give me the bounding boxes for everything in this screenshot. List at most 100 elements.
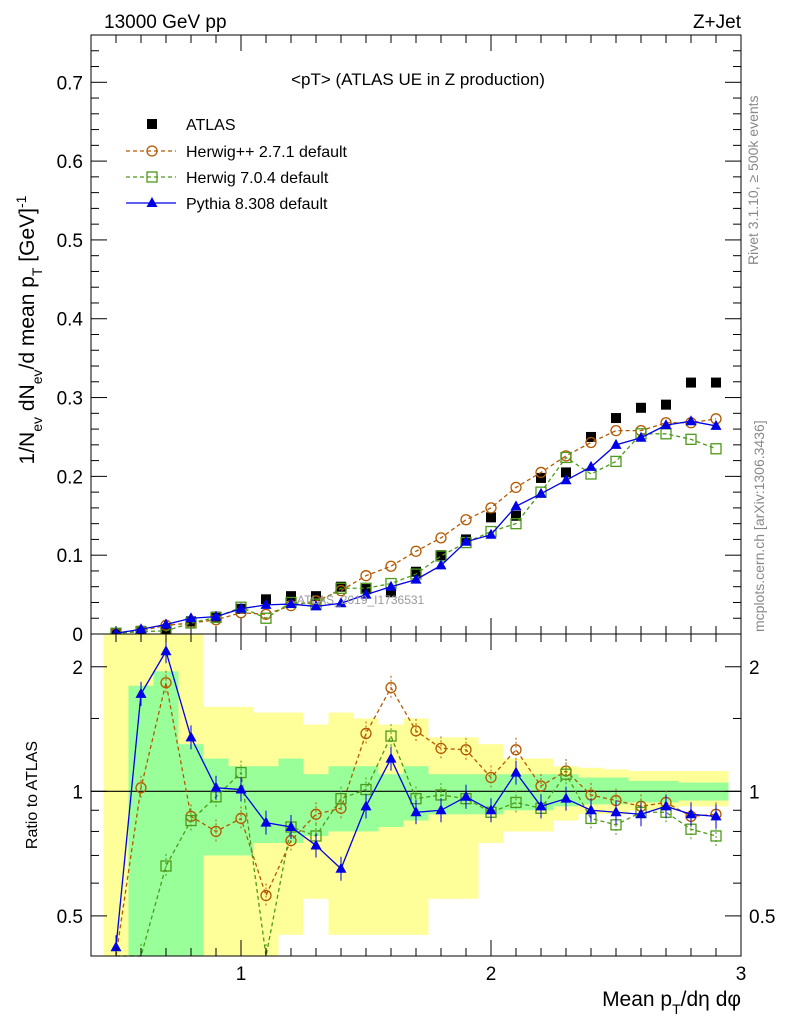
ratio-point [235,812,247,825]
ratio-point [260,816,272,827]
data-point [411,566,421,577]
data-point [610,438,622,449]
x-tick-label: 1 [236,964,247,985]
data-point [385,580,397,591]
ratio-point [435,742,447,755]
ratio-point [310,839,322,850]
ratio-y-tick-label-right: 0.5 [749,907,775,928]
ratio-point [335,793,347,805]
ratio-point [510,796,522,809]
ratio-point [185,731,197,742]
data-point [711,377,721,388]
data-point [710,443,722,455]
data-point [685,433,697,445]
ratio-point [235,783,247,794]
data-point [335,582,347,594]
ratio-panel: 0.5 0.5 1 1 2 2 1 2 3 Ratio to ATLAS Mean pT/dη dφ [24,633,775,1017]
legend-label: ATLAS [186,117,236,134]
y-tick-label: 0.3 [57,389,83,410]
data-point [460,514,472,526]
data-point [611,413,621,424]
ratio-series-pythia-8-308-default [110,639,722,956]
ratio-point [385,730,397,742]
uncertainty-band-outer [403,718,429,935]
data-point [485,502,497,514]
ratio-point [385,682,397,694]
data-point [210,610,222,621]
legend-marker [146,197,158,207]
data-point [535,487,547,498]
ratio-point [510,744,522,756]
data-point [511,510,521,521]
data-point [385,560,397,572]
ratio-point [110,941,122,952]
data-point [185,612,197,623]
data-point [636,402,646,413]
ratio-point [685,808,697,819]
data-point [661,399,671,410]
data-point [635,431,647,442]
uncertainty-band-outer [453,737,479,899]
data-point [410,545,422,557]
legend-label: Herwig 7.0.4 default [186,170,329,187]
ratio-point [560,768,572,780]
data-point [336,581,346,592]
y-tick-label: 0.5 [57,231,83,252]
data-point [360,570,372,582]
legend-label: Herwig++ 2.7.1 default [186,144,348,161]
ratio-point [485,771,497,784]
process-label: Z+Jet [693,12,742,33]
beam-label: 13000 GeV pp [104,12,227,33]
ratio-y-tick-label: 2 [72,658,83,679]
data-point [436,550,446,561]
data-point [485,528,497,539]
data-point [710,419,722,430]
y-axis-label: 1/Nev dNev/d mean pT [GeV]-1 [13,195,45,464]
data-point [510,500,522,511]
ratio-point [310,808,322,820]
y-tick-label: 0.7 [57,73,83,94]
ratio-point [435,804,447,815]
x-tick-label: 2 [486,964,497,985]
legend-marker [146,145,158,157]
ratio-point [160,860,172,872]
ratio-point [710,830,722,842]
ratio-point [510,766,522,777]
data-point [560,451,572,464]
uncertainty-band-inner [203,758,229,856]
ratio-point [335,862,347,873]
data-point [585,436,597,449]
ratio-point [635,808,647,819]
main-panel: 0 0.1 0.2 0.3 0.4 0.5 0.6 0.7 1/Nev dNev/d mean … [13,34,742,646]
data-point [335,597,347,608]
ratio-point [660,800,672,811]
data-point [160,618,172,629]
ratio-y-tick-label: 1 [72,782,83,803]
data-point [360,588,372,599]
series-pythia-8-308-default [110,415,722,638]
ratio-point [285,820,297,831]
data-point [561,467,571,478]
x-tick-label: 3 [736,964,747,985]
ratio-point [160,677,172,689]
data-point [310,600,322,611]
legend-marker [146,171,158,183]
ratio-point [385,752,397,763]
ratio-point [560,792,572,803]
uncertainty-band-inner [153,671,179,956]
data-point [260,598,272,609]
chart-title: <pT> (ATLAS UE in Z production) [291,70,545,89]
data-point [460,535,472,546]
data-point [285,598,297,609]
y-tick-label: 0 [72,625,83,646]
y-tick-label: 0.6 [57,152,83,173]
data-point [260,612,272,624]
uncertainty-band-outer [103,634,129,956]
data-point [410,573,422,584]
ratio-point [535,780,547,792]
data-point [135,623,147,634]
uncertainty-band-inner [128,685,154,956]
data-point [486,512,496,523]
ratio-y-tick-label: 0.5 [57,907,83,928]
